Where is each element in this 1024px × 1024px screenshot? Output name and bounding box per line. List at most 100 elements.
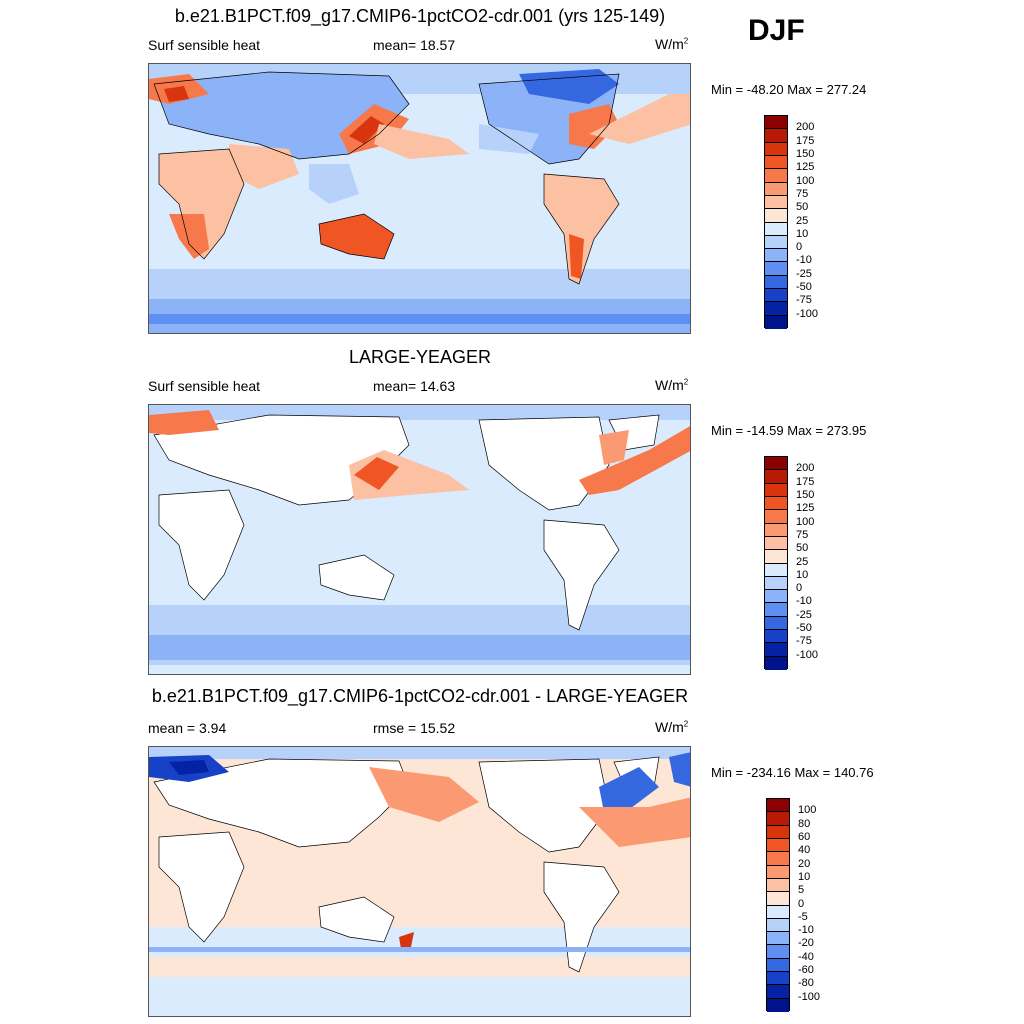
colorbar-swatch [765,182,787,196]
panel-3-minmax: Min = -234.16 Max = 140.76 [711,765,874,780]
colorbar-tick-label: 150 [796,147,815,160]
colorbar-swatch [767,918,789,933]
colorbar-tick-label: 0 [796,582,803,595]
colorbar-swatch [767,985,789,999]
colorbar-tick-label: -10 [796,595,812,608]
colorbar-tick-label: 125 [796,161,815,174]
colorbar-swatch [765,235,787,250]
colorbar-swatch [765,590,787,604]
colorbar-swatch [767,838,789,853]
colorbar-swatch [765,249,787,263]
colorbar-tick-label: -80 [798,977,814,990]
colorbar-tick-label: 75 [796,528,809,541]
panel-3-map [148,746,691,1017]
panel-1-map [148,63,691,334]
colorbar-swatch [765,155,787,170]
colorbar-swatch [765,302,787,316]
colorbar-tick-label: -25 [796,267,812,280]
colorbar-swatch [767,958,789,973]
colorbar-tick-label: -50 [796,281,812,294]
colorbar-swatch [765,523,787,537]
colorbar-tick-label: -20 [798,937,814,950]
colorbar-swatch [767,892,789,906]
colorbar-tick-label: -100 [796,307,819,320]
colorbar-tick-label: -60 [798,964,814,977]
colorbar-swatch [765,656,787,670]
colorbar-tick-label: -10 [796,254,812,267]
colorbar-swatch [765,209,787,223]
colorbar-swatch [767,945,789,959]
panel-2-mean-label: mean= 14.63 [373,378,456,394]
colorbar-swatch [765,116,787,130]
panel-2-units: W/m2 [655,377,689,393]
colorbar-tick-label: 40 [798,844,811,857]
colorbar-tick-label: 25 [796,214,809,227]
colorbar-tick-label: 10 [796,227,809,240]
panel-1-variable-label: Surf sensible heat [148,37,261,53]
colorbar-swatch [767,825,789,839]
panel-1-mean-label: mean= 18.57 [373,37,456,53]
colorbar-tick-label: 100 [796,174,815,187]
colorbar-swatch [765,195,787,210]
colorbar-swatch [765,129,787,143]
panel-2-map [148,404,691,675]
colorbar-swatch [767,932,789,946]
colorbar-swatch [765,616,787,631]
colorbar-tick-label: -5 [798,910,808,923]
panel-1-minmax: Min = -48.20 Max = 277.24 [711,82,867,97]
colorbar-tick-label: -100 [798,990,821,1003]
panel-1-title: b.e21.B1PCT.f09_g17.CMIP6-1pctCO2-cdr.00… [174,6,666,26]
colorbar-swatch [767,865,789,879]
colorbar-swatch [765,496,787,511]
colorbar-tick-label: 25 [796,555,809,568]
colorbar-tick-label: -100 [796,648,819,661]
panel-3-title: b.e21.B1PCT.f09_g17.CMIP6-1pctCO2-cdr.00… [151,686,689,706]
panel-3-mean-label: mean = 3.94 [148,720,227,736]
colorbar-swatch [765,222,787,236]
colorbar-swatch [765,315,787,329]
colorbar-tick-label: 10 [798,870,811,883]
panel-2-variable-label: Surf sensible heat [148,378,261,394]
colorbar-swatch [767,812,789,826]
colorbar-tick-label: 175 [796,475,815,488]
colorbar-tick-label: 75 [796,187,809,200]
colorbar-swatch [767,799,789,813]
colorbar-swatch [765,536,787,551]
colorbar-swatch [767,905,789,919]
colorbar-tick-label: 20 [798,857,811,870]
colorbar-swatch [767,852,789,866]
colorbar-tick-label: 125 [796,502,815,515]
colorbar-swatch [767,878,789,893]
colorbar-swatch [765,603,787,617]
colorbar-swatch [765,563,787,577]
colorbar-tick-label: 0 [796,241,803,254]
colorbar-tick-label: -10 [798,924,814,937]
colorbar-tick-label: 10 [796,568,809,581]
panel-3-rmse-label: rmse = 15.52 [373,720,456,736]
panel-2-minmax: Min = -14.59 Max = 273.95 [711,423,867,438]
colorbar-tick-label: 175 [796,134,815,147]
colorbar-tick-label: 5 [798,884,805,897]
colorbar-swatch [765,289,787,303]
colorbar-tick-label: -75 [796,635,812,648]
colorbar-tick-label: 100 [798,804,817,817]
panel-3-units: W/m2 [655,719,689,735]
colorbar-tick-label: 200 [796,121,815,134]
colorbar-tick-label: 150 [796,488,815,501]
colorbar-swatch [765,510,787,524]
colorbar-swatch [765,470,787,484]
colorbar-swatch [767,972,789,986]
colorbar-swatch [765,643,787,657]
colorbar-tick-label: -75 [796,294,812,307]
colorbar-tick-label: 50 [796,201,809,214]
colorbar-tick-label: -40 [798,950,814,963]
colorbar-swatch [765,483,787,497]
colorbar-swatch [765,457,787,471]
colorbar-swatch [765,275,787,290]
colorbar-tick-label: -25 [796,608,812,621]
colorbar-swatch [765,262,787,276]
panel-2-title: LARGE-YEAGER [348,347,492,367]
panel-1-units: W/m2 [655,36,689,52]
colorbar-swatch [765,550,787,564]
colorbar-swatch [765,576,787,591]
